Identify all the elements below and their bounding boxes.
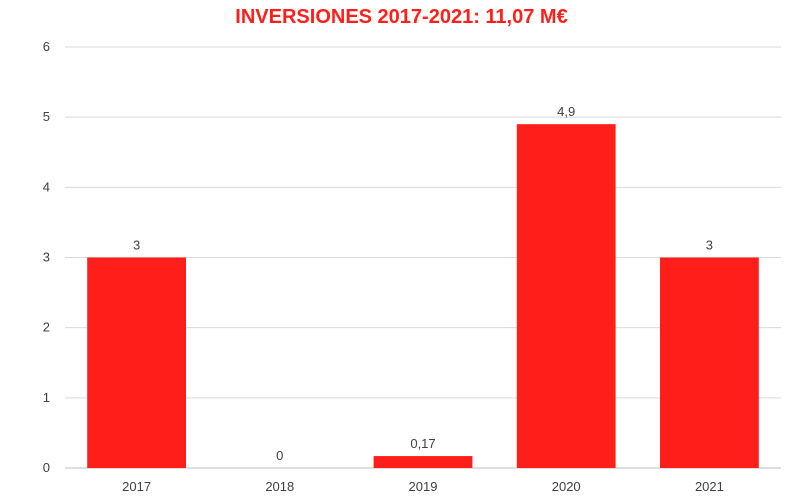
x-tick-label-2017: 2017 [122, 479, 151, 494]
data-label-2021: 3 [706, 238, 713, 253]
x-tick-label-2020: 2020 [552, 479, 581, 494]
data-label-2019: 0,17 [410, 436, 435, 451]
x-axis-ticks: 2017 2018 2019 2020 2021 [122, 479, 724, 494]
y-tick-label: 1 [43, 390, 50, 405]
data-labels: 3 0 0,17 4,9 3 [133, 104, 713, 463]
data-label-2018: 0 [276, 448, 283, 463]
y-tick-label: 5 [43, 109, 50, 124]
y-tick-label: 6 [43, 39, 50, 54]
y-tick-label: 4 [43, 179, 50, 194]
bar-2020 [516, 124, 616, 468]
bar-2019 [373, 456, 473, 468]
y-tick-label: 3 [43, 250, 50, 265]
x-tick-label-2019: 2019 [409, 479, 438, 494]
bars [87, 124, 759, 468]
x-tick-label-2018: 2018 [265, 479, 294, 494]
bar-2021 [659, 257, 759, 468]
bar-2017 [87, 257, 187, 468]
y-tick-label: 0 [43, 460, 50, 475]
x-tick-label-2021: 2021 [695, 479, 724, 494]
y-axis-ticks: 0 1 2 3 4 5 6 [43, 39, 50, 475]
chart-title: INVERSIONES 2017-2021: 11,07 M€ [235, 6, 568, 28]
data-label-2020: 4,9 [557, 104, 575, 119]
data-label-2017: 3 [133, 238, 140, 253]
y-tick-label: 2 [43, 320, 50, 335]
